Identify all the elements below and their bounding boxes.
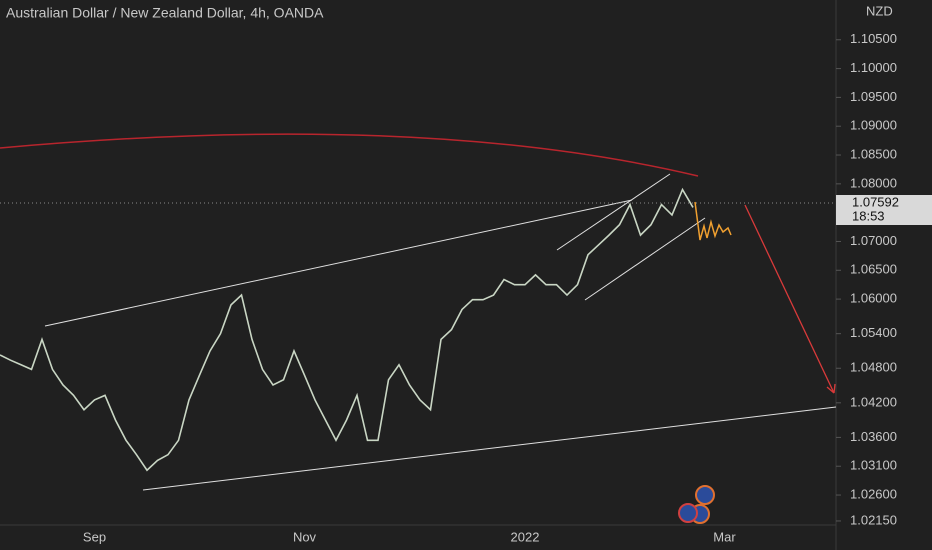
x-tick-label: Mar — [713, 529, 736, 544]
y-tick-label: 1.04800 — [850, 360, 897, 375]
x-tick-label: Nov — [293, 529, 317, 544]
price-label: 1.07592 — [852, 194, 899, 209]
x-tick-label: Sep — [83, 529, 106, 544]
y-tick-label: 1.10500 — [850, 31, 897, 46]
trend-line — [44, 199, 633, 327]
projection-drawing — [694, 201, 732, 241]
y-tick-label: 1.02150 — [850, 512, 897, 527]
y-tick-label: 1.03600 — [850, 429, 897, 444]
y-tick-label: 1.08500 — [850, 146, 897, 161]
price-badge — [836, 195, 932, 225]
x-tick-label: 2022 — [511, 529, 540, 544]
y-tick-label: 1.09500 — [850, 89, 897, 104]
series-layer — [0, 187, 694, 472]
y-tick-label: 1.06000 — [850, 291, 897, 306]
chart-title: Australian Dollar / New Zealand Dollar, … — [6, 5, 324, 21]
event-icon[interactable] — [695, 485, 715, 505]
arc-drawing — [0, 133, 699, 177]
trend-line — [584, 217, 706, 301]
trend-line — [142, 406, 837, 491]
y-tick-label: 1.06500 — [850, 262, 897, 277]
y-tick-label: 1.05400 — [850, 325, 897, 340]
arrow — [744, 204, 835, 394]
price-line-series — [0, 187, 694, 472]
y-tick-label: 1.09000 — [850, 118, 897, 133]
currency-label: NZD — [866, 3, 893, 18]
trend-line — [556, 173, 671, 251]
y-tick-label: 1.08000 — [850, 175, 897, 190]
arrow-head — [826, 383, 836, 394]
y-tick-label: 1.02600 — [850, 486, 897, 501]
event-icon[interactable] — [678, 503, 698, 523]
countdown: 18:53 — [852, 208, 885, 223]
y-tick-label: 1.10000 — [850, 60, 897, 75]
y-tick-label: 1.04200 — [850, 394, 897, 409]
y-tick-label: 1.07000 — [850, 233, 897, 248]
y-tick-label: 1.03100 — [850, 458, 897, 473]
